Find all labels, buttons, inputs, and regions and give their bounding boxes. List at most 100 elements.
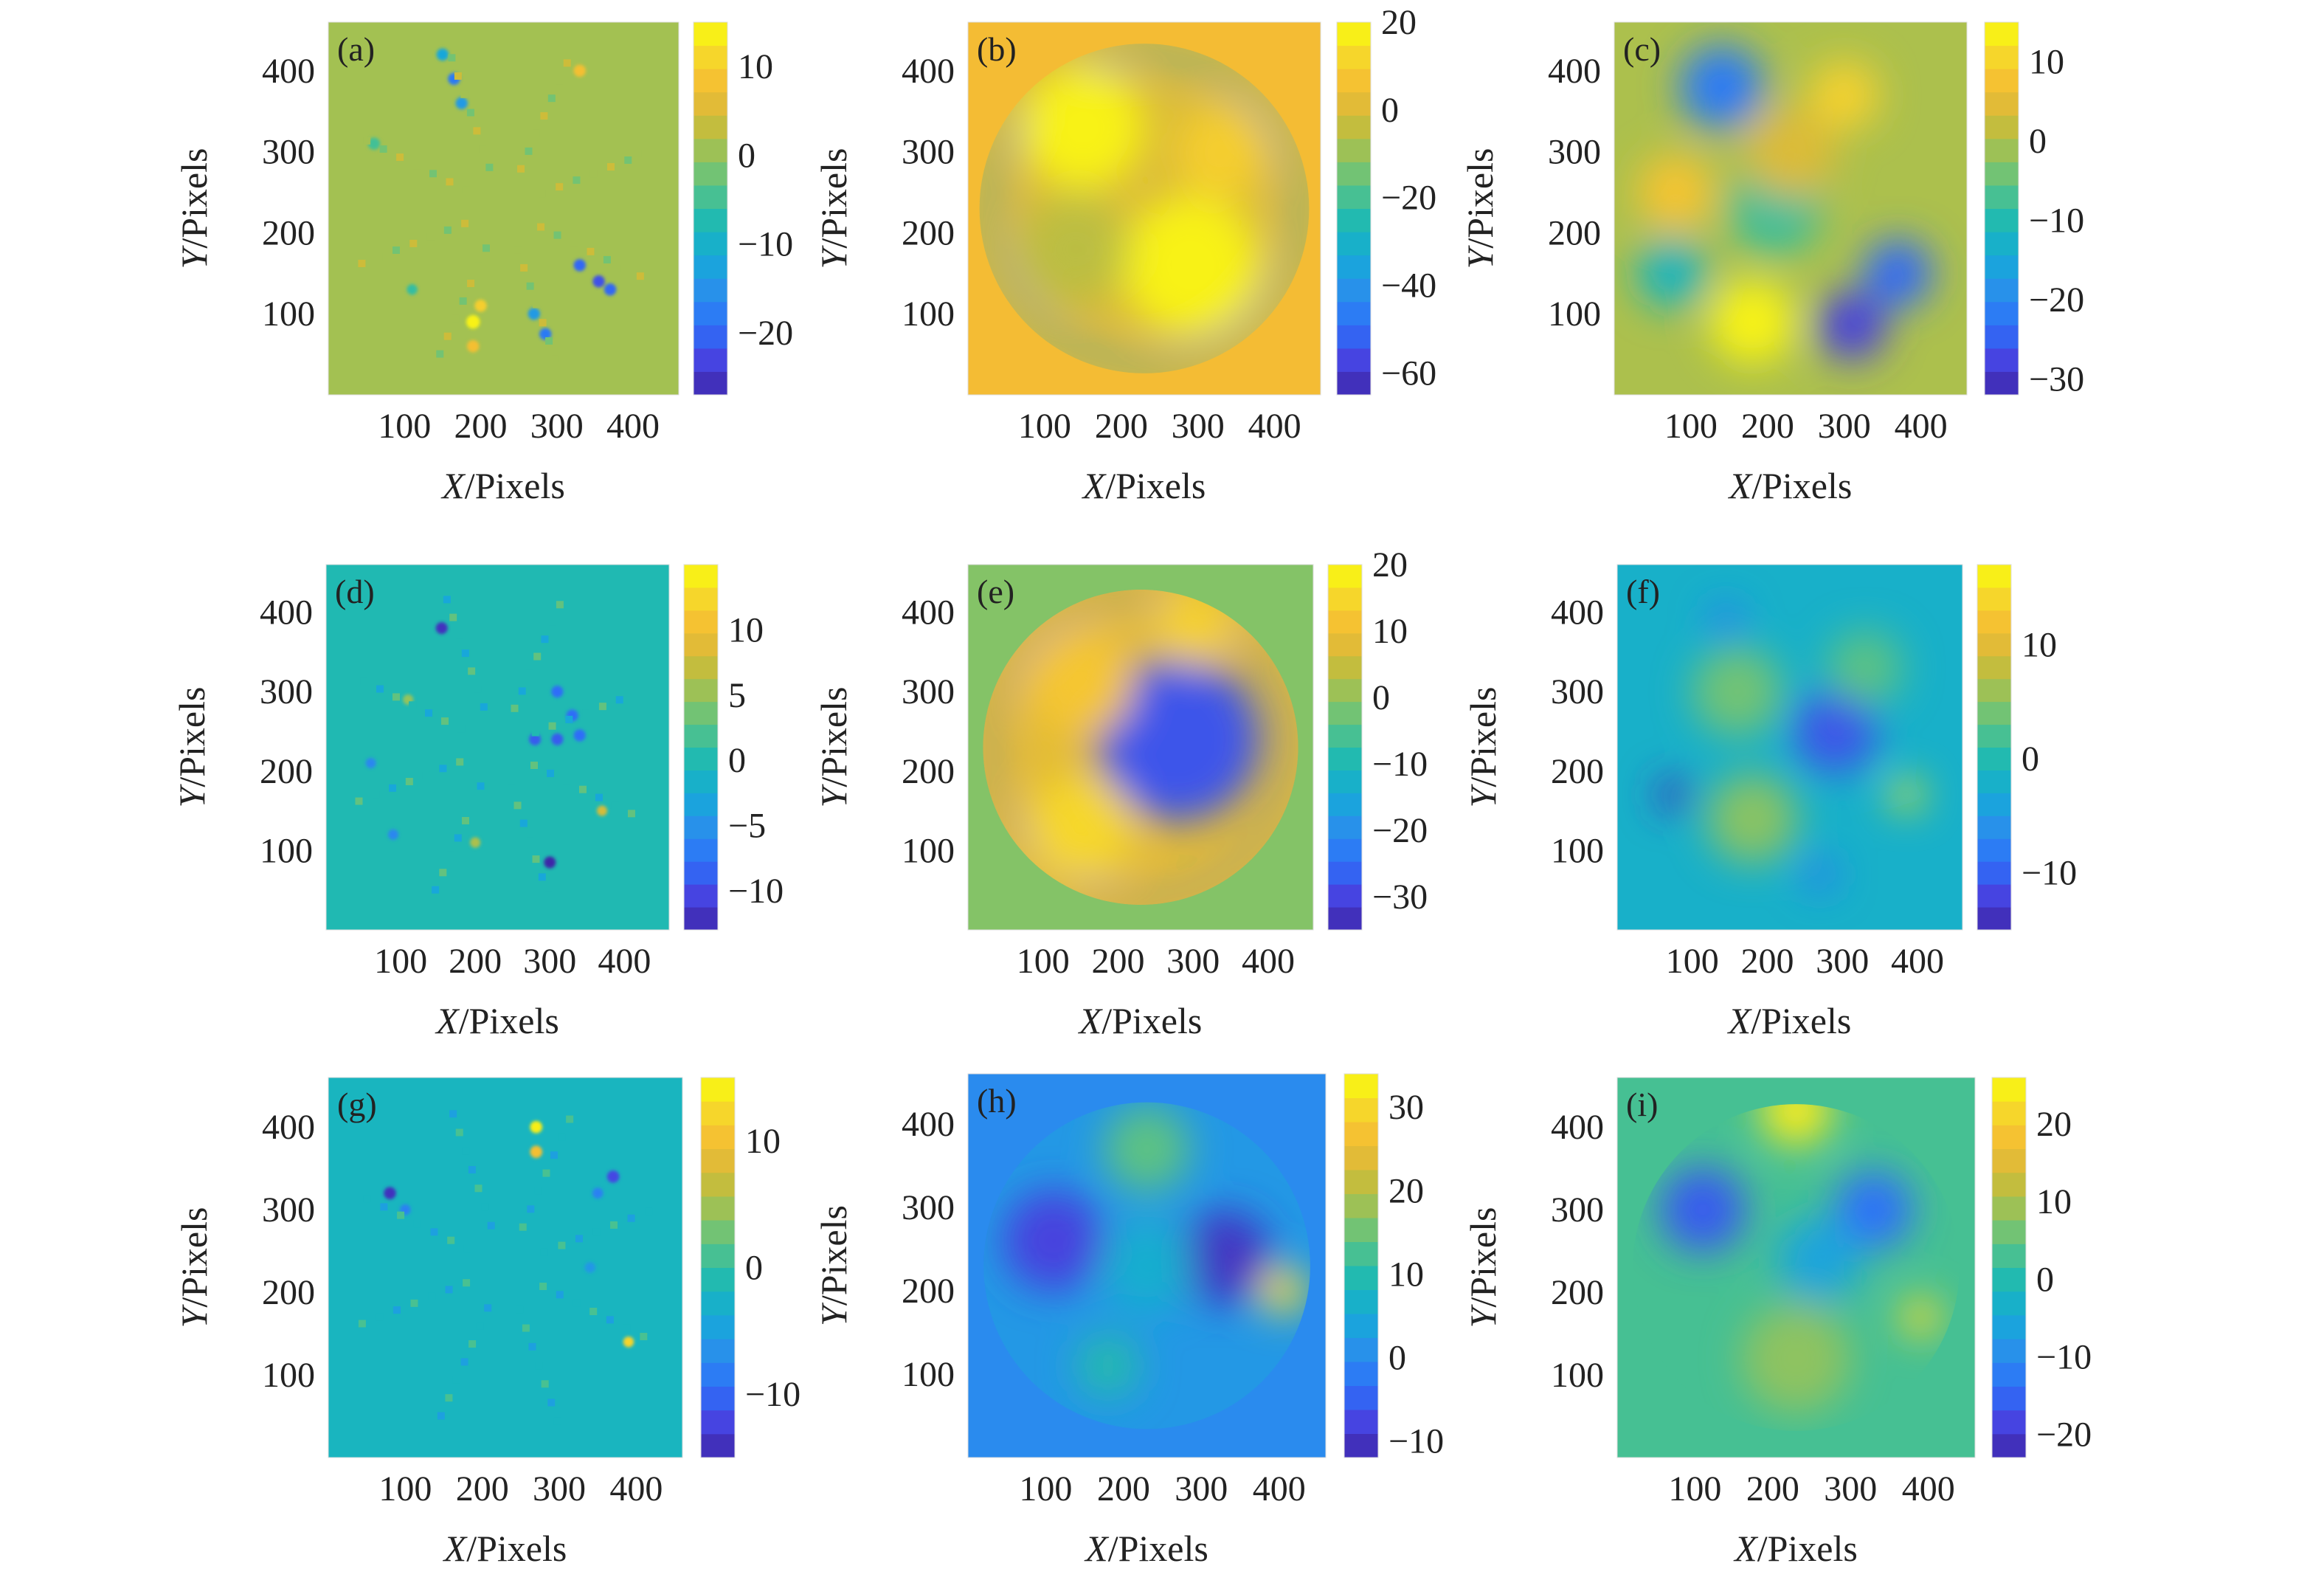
ray-point bbox=[525, 669, 533, 677]
panel-label: (f) bbox=[1626, 573, 1660, 610]
field-feature bbox=[1121, 196, 1259, 334]
ray-point bbox=[441, 717, 449, 725]
colorbar-tick-label: −40 bbox=[1381, 266, 1436, 305]
ray-point bbox=[479, 145, 487, 154]
ray-point bbox=[461, 649, 469, 658]
ray-point bbox=[432, 886, 440, 894]
field-feature bbox=[1021, 66, 1144, 189]
colorbar-band bbox=[1344, 1433, 1378, 1458]
field-feature bbox=[1104, 1106, 1190, 1192]
colorbar-tick-label: −10 bbox=[728, 872, 784, 911]
x-tick-label: 300 bbox=[530, 407, 584, 446]
field-feature bbox=[1707, 773, 1798, 864]
colorbar-band bbox=[1977, 701, 2011, 725]
field-feature bbox=[1659, 1167, 1746, 1253]
ray-point bbox=[610, 1221, 618, 1229]
field-feature bbox=[1709, 603, 1743, 637]
field-feature bbox=[530, 1120, 543, 1134]
colorbar-band bbox=[1337, 45, 1371, 69]
colorbar-tick-label: 20 bbox=[1381, 3, 1417, 42]
ray-point bbox=[422, 771, 430, 779]
ray-point bbox=[409, 239, 418, 247]
ray-point bbox=[462, 1147, 470, 1155]
colorbar-band bbox=[701, 1362, 735, 1387]
y-tick-label: 300 bbox=[260, 672, 313, 711]
panel-f: (f)100 200 300 400100200300400X/PixelsY/Pix… bbox=[1462, 564, 2077, 1041]
ray-point bbox=[538, 873, 546, 881]
ray-point bbox=[445, 1286, 453, 1294]
ray-point bbox=[474, 685, 482, 693]
x-tick-label: 200 bbox=[1095, 407, 1148, 446]
ray-point bbox=[477, 782, 485, 790]
field-feature bbox=[474, 299, 487, 312]
x-axis-label: X/Pixels bbox=[1078, 1000, 1203, 1041]
colorbar-band bbox=[1977, 907, 2011, 931]
y-tick-label: 100 bbox=[1548, 294, 1601, 334]
y-axis-label: Y/Pixels bbox=[813, 687, 854, 808]
ray-point bbox=[452, 314, 460, 323]
y-tick-label: 100 bbox=[902, 831, 955, 870]
x-tick-label: 100 bbox=[1666, 942, 1719, 981]
ray-point bbox=[547, 1399, 556, 1407]
field-feature bbox=[584, 1262, 596, 1273]
aperture-field bbox=[983, 1102, 1310, 1430]
ray-point bbox=[641, 149, 649, 157]
colorbar-band bbox=[1344, 1241, 1378, 1266]
colorbar-band bbox=[1977, 655, 2011, 680]
x-axis-label: X/Pixels bbox=[1727, 1000, 1852, 1041]
ray-point bbox=[511, 704, 519, 712]
ray-point bbox=[463, 1245, 471, 1253]
colorbar-band bbox=[1992, 1267, 2026, 1292]
aperture-rim bbox=[983, 48, 1305, 369]
colorbar-band bbox=[1985, 278, 2019, 303]
colorbar-band bbox=[1337, 325, 1371, 349]
ray-point bbox=[525, 147, 533, 155]
ray-point bbox=[615, 696, 623, 704]
ray-point bbox=[537, 223, 545, 231]
ray-point bbox=[428, 1292, 436, 1300]
field-feature bbox=[470, 837, 481, 848]
colorbar-band bbox=[1328, 587, 1362, 611]
x-axis-label: X/Pixels bbox=[1082, 465, 1206, 506]
ray-point bbox=[429, 170, 438, 178]
y-tick-label: 300 bbox=[902, 133, 955, 172]
ray-point bbox=[533, 652, 542, 661]
x-tick-label: 200 bbox=[1741, 407, 1794, 446]
colorbar-band bbox=[1985, 208, 2019, 232]
colorbar-band bbox=[1977, 610, 2011, 634]
ray-point bbox=[448, 54, 456, 62]
ray-point bbox=[392, 246, 400, 254]
ray-point bbox=[460, 90, 468, 98]
ray-point bbox=[534, 1187, 542, 1195]
ray-point bbox=[526, 837, 534, 845]
colorbar-tick-label: 0 bbox=[1381, 91, 1399, 130]
heatmap-plot bbox=[328, 1077, 682, 1458]
ray-point bbox=[556, 601, 564, 609]
ray-pattern bbox=[358, 1110, 653, 1425]
colorbar-band bbox=[1328, 770, 1362, 793]
field-feature bbox=[528, 733, 542, 745]
colorbar-band bbox=[1977, 724, 2011, 748]
ray-point bbox=[570, 239, 578, 247]
ray-point bbox=[460, 1358, 468, 1366]
plot-frame bbox=[967, 21, 1321, 396]
field-feature bbox=[1891, 779, 1922, 810]
ray-point bbox=[413, 1220, 421, 1228]
field-feature bbox=[1809, 61, 1879, 130]
colorbar-band bbox=[1977, 632, 2011, 657]
ray-point bbox=[516, 1306, 524, 1314]
colorbar-band bbox=[1344, 1337, 1378, 1362]
ray-point bbox=[636, 272, 644, 280]
colorbar-frame bbox=[1343, 1073, 1379, 1458]
colorbar-tick-label: −10 bbox=[2029, 201, 2084, 241]
field-feature bbox=[1656, 778, 1690, 812]
ray-point bbox=[541, 1380, 549, 1388]
y-axis-label: Y/Pixels bbox=[1459, 148, 1501, 269]
colorbar-band bbox=[684, 838, 718, 862]
field-feature bbox=[551, 686, 564, 698]
ray-point bbox=[526, 282, 534, 290]
colorbar-tick-label: 5 bbox=[728, 676, 746, 715]
colorbar-band bbox=[1992, 1410, 2026, 1435]
ray-point bbox=[513, 801, 522, 810]
ray-point bbox=[551, 355, 559, 363]
